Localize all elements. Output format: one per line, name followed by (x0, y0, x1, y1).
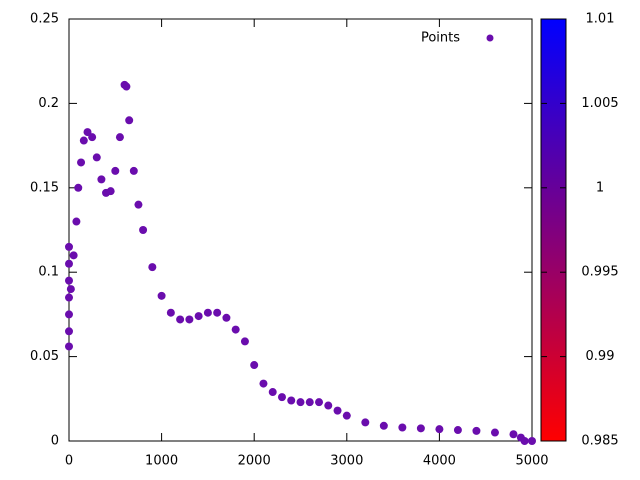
point (134, 200, 143, 209)
point (305, 398, 314, 407)
point (361, 418, 370, 427)
point (194, 312, 203, 321)
point (65, 293, 73, 302)
y-tick-label: 0.25 (30, 12, 59, 27)
point (324, 401, 333, 410)
point (250, 361, 259, 370)
point (520, 437, 529, 445)
point (490, 428, 499, 437)
x-tick-label: 5000 (515, 454, 548, 469)
point (277, 393, 286, 402)
colorbar-tick-label: 1 (596, 180, 604, 195)
y-tick-label: 0.05 (30, 349, 59, 364)
point (88, 133, 97, 142)
y-tick-label: 0 (51, 434, 59, 449)
y-tick-label: 0.1 (38, 265, 59, 280)
colorbar-tick-label: 1.01 (586, 12, 615, 27)
colorbar-tick-label: 1.005 (581, 96, 618, 111)
y-tick-label: 0.15 (30, 180, 59, 195)
point (509, 430, 518, 439)
y-tick-label: 0.2 (38, 96, 59, 111)
point (222, 313, 231, 322)
point (268, 388, 277, 397)
point (185, 315, 194, 324)
point (333, 406, 342, 415)
legend-label: Points (421, 31, 460, 46)
colorbar-tick-label: 0.99 (586, 349, 615, 364)
point (77, 158, 86, 167)
x-tick-label: 4000 (423, 454, 456, 469)
point (65, 310, 73, 319)
point (72, 217, 81, 226)
point (528, 437, 536, 445)
point (259, 379, 268, 388)
point (213, 308, 222, 317)
point (472, 426, 481, 435)
point (166, 308, 175, 317)
point (203, 308, 212, 317)
point (111, 166, 120, 175)
point (79, 136, 88, 145)
plot-frame (68, 18, 533, 442)
x-tick-label: 1000 (145, 454, 178, 469)
colorbar (540, 18, 567, 442)
colorbar-tick-label: 0.995 (581, 265, 618, 280)
point (287, 396, 296, 405)
point (65, 276, 73, 285)
point (379, 421, 388, 430)
point (129, 166, 138, 175)
point (231, 325, 240, 334)
point (435, 425, 444, 434)
point (65, 242, 73, 251)
point (69, 251, 78, 260)
point (106, 187, 115, 196)
point (97, 175, 106, 184)
legend-marker (486, 34, 494, 42)
point (139, 226, 148, 234)
x-tick-label: 3000 (330, 454, 363, 469)
point (65, 259, 73, 268)
point (65, 327, 73, 336)
point (115, 133, 124, 142)
point (83, 128, 92, 137)
point (125, 116, 134, 125)
point (176, 315, 185, 324)
x-tick-label: 0 (65, 454, 73, 469)
point (148, 263, 157, 272)
point (122, 82, 131, 91)
point (315, 398, 324, 407)
point (74, 183, 83, 192)
point (342, 411, 351, 420)
point (296, 398, 305, 407)
point (453, 426, 462, 435)
point (398, 423, 407, 432)
point (66, 285, 75, 294)
point (65, 342, 73, 351)
colorbar-tick-label: 0.985 (581, 434, 618, 449)
x-tick-label: 2000 (238, 454, 271, 469)
point (157, 291, 166, 300)
point (92, 153, 101, 162)
point (416, 424, 425, 433)
point (240, 337, 249, 346)
